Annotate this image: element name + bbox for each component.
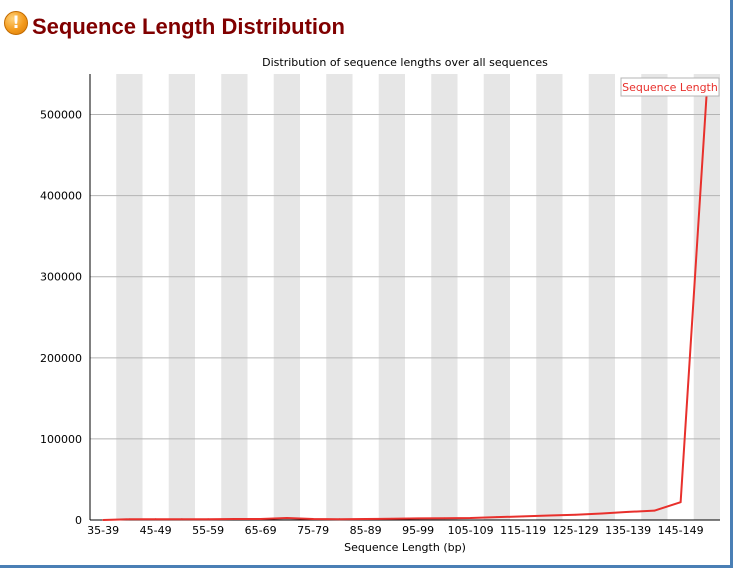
data-point: [469, 517, 472, 519]
y-tick-label: 100000: [40, 433, 82, 446]
data-point: [233, 518, 236, 520]
data-point: [574, 513, 577, 516]
data-point: [364, 518, 367, 520]
y-tick-label: 0: [75, 514, 82, 527]
x-tick-label: 75-79: [297, 524, 329, 537]
data-point: [653, 509, 656, 512]
legend-entry: Sequence Length: [622, 81, 718, 94]
grid-band: [378, 74, 405, 520]
series-line: [103, 90, 708, 521]
data-point: [154, 518, 157, 521]
x-tick-label: 35-39: [87, 524, 119, 537]
x-tick-label: 105-109: [448, 524, 494, 537]
data-point: [285, 517, 288, 519]
x-tick-label: 115-119: [500, 524, 546, 537]
data-point: [102, 519, 105, 521]
grid-band: [116, 74, 143, 520]
data-point: [390, 517, 393, 520]
grid-band: [588, 74, 615, 520]
grid-band: [641, 74, 668, 520]
data-point: [417, 517, 420, 520]
x-tick-label: 55-59: [192, 524, 224, 537]
grid-band: [483, 74, 510, 520]
x-tick-label: 85-89: [350, 524, 382, 537]
chart-title: Distribution of sequence lengths over al…: [262, 56, 548, 69]
data-point: [207, 518, 210, 521]
x-tick-label: 125-129: [553, 524, 599, 537]
legend-box: [620, 77, 720, 97]
data-point: [128, 518, 131, 521]
grid-band: [431, 74, 458, 520]
x-tick-label: 135-139: [605, 524, 651, 537]
data-point: [312, 518, 315, 520]
x-tick-label: 145-149: [658, 524, 704, 537]
warning-icon: !: [4, 11, 28, 35]
y-tick-label: 500000: [40, 109, 82, 122]
data-point: [180, 518, 183, 521]
y-tick-label: 300000: [40, 271, 82, 284]
y-tick-label: 200000: [40, 352, 82, 365]
data-point: [495, 516, 498, 519]
data-point: [522, 515, 525, 518]
data-point: [548, 514, 551, 517]
grid-band: [693, 74, 720, 520]
grid-band: [273, 74, 300, 520]
section-header: ! Sequence Length Distribution: [4, 10, 345, 39]
grid-band: [326, 74, 353, 520]
grid-band: [536, 74, 563, 520]
data-point: [627, 510, 630, 513]
page-title: Sequence Length Distribution: [32, 14, 345, 39]
x-tick-label: 65-69: [245, 524, 277, 537]
y-tick-label: 400000: [40, 190, 82, 203]
x-axis-label: Sequence Length (bp): [344, 541, 466, 554]
data-point: [338, 518, 341, 521]
grid-band: [221, 74, 248, 520]
data-point: [259, 518, 262, 520]
data-point: [443, 517, 446, 520]
x-tick-label: 45-49: [140, 524, 172, 537]
data-point: [679, 501, 682, 504]
grid-band: [168, 74, 195, 520]
data-point: [600, 512, 603, 515]
x-tick-label: 95-99: [402, 524, 434, 537]
